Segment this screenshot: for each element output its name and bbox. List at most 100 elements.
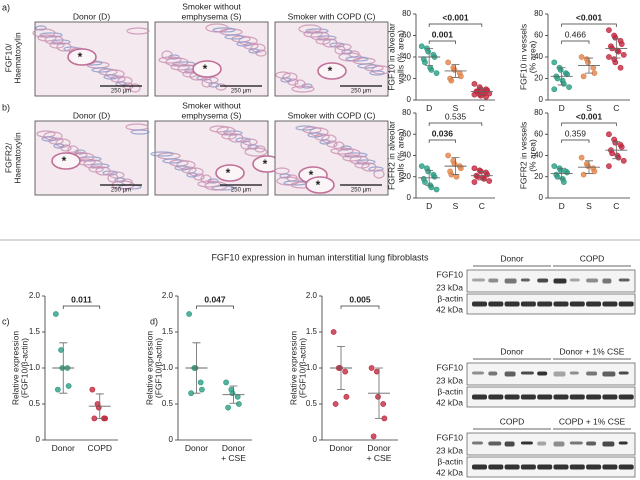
y-tick-label: 80 (402, 9, 411, 18)
blot-band (537, 394, 553, 400)
x-tick-label-box: D (426, 103, 432, 113)
blot-band (586, 301, 602, 307)
annotation: * (62, 154, 67, 168)
tissue (317, 35, 337, 41)
comparison-bracket (561, 139, 590, 143)
data-point (606, 163, 612, 170)
scale-bar-label: 250 µm (351, 188, 371, 194)
x-tick-label-box: Donor (329, 443, 353, 453)
tissue (49, 41, 65, 49)
blot-band (537, 278, 549, 283)
y-tick-label: 1.0 (29, 363, 41, 372)
blot-band (553, 441, 565, 447)
y-axis-label: FGF10 in vessels (518, 24, 528, 90)
y-axis-label: (FGF10/β-actin) (297, 338, 307, 398)
blot-band (472, 441, 483, 445)
blot-band (488, 278, 499, 283)
x-tick-label: C (478, 103, 485, 113)
tissue (51, 39, 71, 45)
data-point (471, 165, 478, 172)
y-axis-label: (FGF10/β-actin) (19, 338, 29, 398)
data-point (52, 311, 59, 317)
blot-strip (466, 432, 636, 456)
sd-bar (557, 167, 566, 180)
data-point (375, 393, 381, 400)
sd-bar (337, 346, 345, 390)
data-point (433, 70, 440, 77)
blot-band (586, 371, 598, 376)
x-tick-label-box: Donor + CSE (221, 443, 246, 463)
data-point (471, 179, 478, 185)
tissue (341, 49, 353, 55)
data-point (560, 179, 567, 185)
data-point (585, 59, 591, 66)
data-point (445, 59, 451, 66)
data-point (445, 152, 451, 159)
data-point (580, 171, 587, 178)
image-title: Smoker without (182, 1, 241, 11)
data-point (186, 311, 192, 317)
annotation: * (328, 64, 333, 78)
y-tick-label: 1.0 (162, 363, 174, 372)
y-tick-label: 60 (402, 31, 411, 40)
image-title: Smoker with COPD (C) (288, 110, 376, 120)
blot-band (504, 278, 517, 284)
blot-label: 23 kDa (436, 282, 463, 292)
y-tick-label: 2.0 (29, 291, 41, 300)
panel-label: b) (2, 102, 10, 112)
tissue (357, 63, 377, 69)
p-value: 0.005 (349, 294, 371, 304)
scale-bar-label: 250 µm (231, 89, 251, 95)
sd-bar (585, 57, 593, 74)
y-tick-label: 80 (534, 108, 543, 117)
data-point (89, 386, 96, 393)
tissue (107, 173, 119, 183)
blot-label: β-actin (437, 456, 463, 466)
blot-band (504, 441, 515, 447)
x-tick-label-box: C (478, 103, 485, 113)
data-point (453, 173, 460, 180)
data-point (332, 401, 339, 407)
tissue (39, 32, 63, 38)
y-tick-label: 0.5 (162, 399, 174, 408)
scale-bar-label: 250 µm (111, 188, 131, 194)
data-point (612, 139, 619, 146)
data-point (566, 84, 572, 90)
row-label: FGF10/ (3, 43, 13, 72)
blot-band (569, 301, 585, 307)
data-point (483, 93, 489, 100)
y-axis-label: walls (% area) (395, 30, 405, 85)
x-tick-label: Donor (329, 443, 353, 453)
tissue (95, 166, 111, 176)
data-point (606, 54, 612, 60)
tissue (201, 78, 213, 88)
tissue (294, 79, 306, 89)
blot-band (504, 371, 516, 377)
y-axis-label: Relative expression (288, 331, 298, 405)
p-value: <0.001 (442, 12, 469, 22)
blot-band (618, 301, 634, 307)
blot-band (520, 464, 536, 470)
x-tick-label: Donor + CSE (221, 443, 246, 463)
blot-band (488, 464, 504, 470)
data-point (428, 67, 435, 73)
comparison-bracket (196, 305, 234, 309)
data-point (65, 383, 72, 389)
comparison-bracket (428, 23, 483, 27)
y-tick-label: 0 (407, 95, 412, 104)
blot-label: 42 kDa (436, 467, 463, 477)
x-tick-label: D (426, 201, 433, 211)
vessel (305, 176, 335, 194)
y-axis-label: FGFR2 in alveolar (386, 121, 396, 190)
blot-band (537, 441, 547, 446)
tissue (221, 132, 237, 140)
blot-band (569, 441, 583, 445)
data-point (477, 92, 484, 99)
data-point (418, 163, 425, 170)
sd-bar (95, 393, 104, 419)
blot-label: β-actin (437, 386, 463, 396)
blot-band (472, 394, 487, 400)
tissue (354, 161, 370, 169)
vessel (317, 62, 347, 80)
x-tick-label-box: Donor (185, 443, 208, 453)
